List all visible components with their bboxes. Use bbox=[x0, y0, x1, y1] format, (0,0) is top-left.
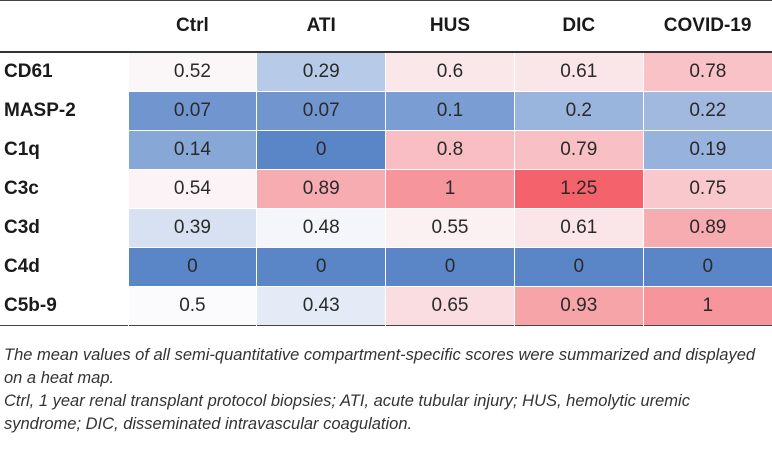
header-row: Ctrl ATI HUS DIC COVID-19 bbox=[0, 0, 772, 53]
heatmap-cell-c4d-ctrl: 0 bbox=[127, 246, 257, 286]
heatmap-table: Ctrl ATI HUS DIC COVID-19 CD61 0.52 0.29 0.… bbox=[0, 0, 772, 325]
heatmap-cell-cd61-ati: 0.29 bbox=[256, 52, 386, 91]
heatmap-cell-masp-2-dic: 0.2 bbox=[513, 90, 644, 130]
heatmap-cell-c5b-9-covid-19: 1 bbox=[642, 285, 772, 325]
heatmap-cell-c4d-ati: 0 bbox=[256, 246, 386, 286]
heatmap-cell-c3d-ctrl: 0.39 bbox=[127, 207, 257, 247]
heatmap-body: CD61 0.52 0.29 0.6 0.61 0.78 MASP-2 0.07 0.07 0.1… bbox=[0, 52, 772, 325]
heatmap-cell-c3d-dic: 0.61 bbox=[513, 207, 644, 247]
row-label-c4d: C4d bbox=[0, 246, 128, 286]
heatmap-cell-c4d-hus: 0 bbox=[385, 246, 515, 286]
column-header-ati: ATI bbox=[306, 15, 336, 36]
heatmap-cell-c1q-ctrl: 0.14 bbox=[127, 129, 257, 169]
heatmap-row-c5b-9: C5b-9 0.5 0.43 0.65 0.93 1 bbox=[0, 285, 772, 325]
heatmap-cell-c3c-ati: 0.89 bbox=[256, 168, 386, 208]
column-header-ctrl: Ctrl bbox=[176, 15, 209, 36]
heatmap-cell-cd61-ctrl: 0.52 bbox=[127, 52, 257, 91]
heatmap-cell-c3c-dic: 1.25 bbox=[513, 168, 644, 208]
heatmap-cell-c1q-hus: 0.8 bbox=[385, 129, 515, 169]
heatmap-cell-c4d-covid-19: 0 bbox=[642, 246, 772, 286]
heatmap-cell-c5b-9-ati: 0.43 bbox=[256, 285, 386, 325]
heatmap-row-c4d: C4d 0 0 0 0 0 bbox=[0, 246, 772, 286]
heatmap-cell-c5b-9-hus: 0.65 bbox=[385, 285, 515, 325]
heatmap-cell-c5b-9-ctrl: 0.5 bbox=[127, 285, 257, 325]
row-label-c1q: C1q bbox=[0, 129, 128, 169]
heatmap-row-c1q: C1q 0.14 0 0.8 0.79 0.19 bbox=[0, 129, 772, 169]
heatmap-row-c3c: C3c 0.54 0.89 1 1.25 0.75 bbox=[0, 168, 772, 208]
footnote-abbreviations: Ctrl, 1 year renal transplant protocol b… bbox=[4, 392, 690, 433]
heatmap-cell-masp-2-ctrl: 0.07 bbox=[127, 90, 257, 130]
heatmap-row-masp-2: MASP-2 0.07 0.07 0.1 0.2 0.22 bbox=[0, 90, 772, 130]
row-label-c3c: C3c bbox=[0, 168, 128, 208]
heatmap-cell-cd61-hus: 0.6 bbox=[385, 52, 515, 91]
heatmap-cell-c3c-ctrl: 0.54 bbox=[127, 168, 257, 208]
row-label-masp-2: MASP-2 bbox=[0, 90, 128, 130]
heatmap-cell-c1q-covid-19: 0.19 bbox=[642, 129, 772, 169]
heatmap-cell-cd61-dic: 0.61 bbox=[513, 52, 644, 91]
heatmap-cell-c3c-hus: 1 bbox=[385, 168, 515, 208]
heatmap-cell-masp-2-hus: 0.1 bbox=[385, 90, 515, 130]
heatmap-cell-c3d-covid-19: 0.89 bbox=[642, 207, 772, 247]
column-header-covid-19: COVID-19 bbox=[663, 15, 752, 36]
row-label-c5b-9: C5b-9 bbox=[0, 285, 128, 325]
heatmap-row-c3d: C3d 0.39 0.48 0.55 0.61 0.89 bbox=[0, 207, 772, 247]
heatmap-row-cd61: CD61 0.52 0.29 0.6 0.61 0.78 bbox=[0, 52, 772, 91]
heatmap-cell-c4d-dic: 0 bbox=[513, 246, 644, 286]
heatmap-cell-c3d-ati: 0.48 bbox=[256, 207, 386, 247]
heatmap-cell-c1q-dic: 0.79 bbox=[513, 129, 644, 169]
heatmap-cell-c3d-hus: 0.55 bbox=[385, 207, 515, 247]
heatmap-cell-c5b-9-dic: 0.93 bbox=[513, 285, 644, 325]
table-footnotes: The mean values of all semi-quantitative… bbox=[4, 344, 770, 436]
corner-cell bbox=[0, 1, 128, 53]
heatmap-cell-masp-2-covid-19: 0.22 bbox=[642, 90, 772, 130]
heatmap-cell-masp-2-ati: 0.07 bbox=[256, 90, 386, 130]
row-label-cd61: CD61 bbox=[0, 52, 128, 91]
column-header-dic: DIC bbox=[562, 15, 596, 36]
column-header-hus: HUS bbox=[429, 15, 471, 36]
heatmap-cell-c3c-covid-19: 0.75 bbox=[642, 168, 772, 208]
footnote-description: The mean values of all semi-quantitative… bbox=[4, 346, 756, 387]
heatmap-cell-c1q-ati: 0 bbox=[256, 129, 386, 169]
heatmap-cell-cd61-covid-19: 0.78 bbox=[642, 52, 772, 91]
row-label-c3d: C3d bbox=[0, 207, 128, 247]
